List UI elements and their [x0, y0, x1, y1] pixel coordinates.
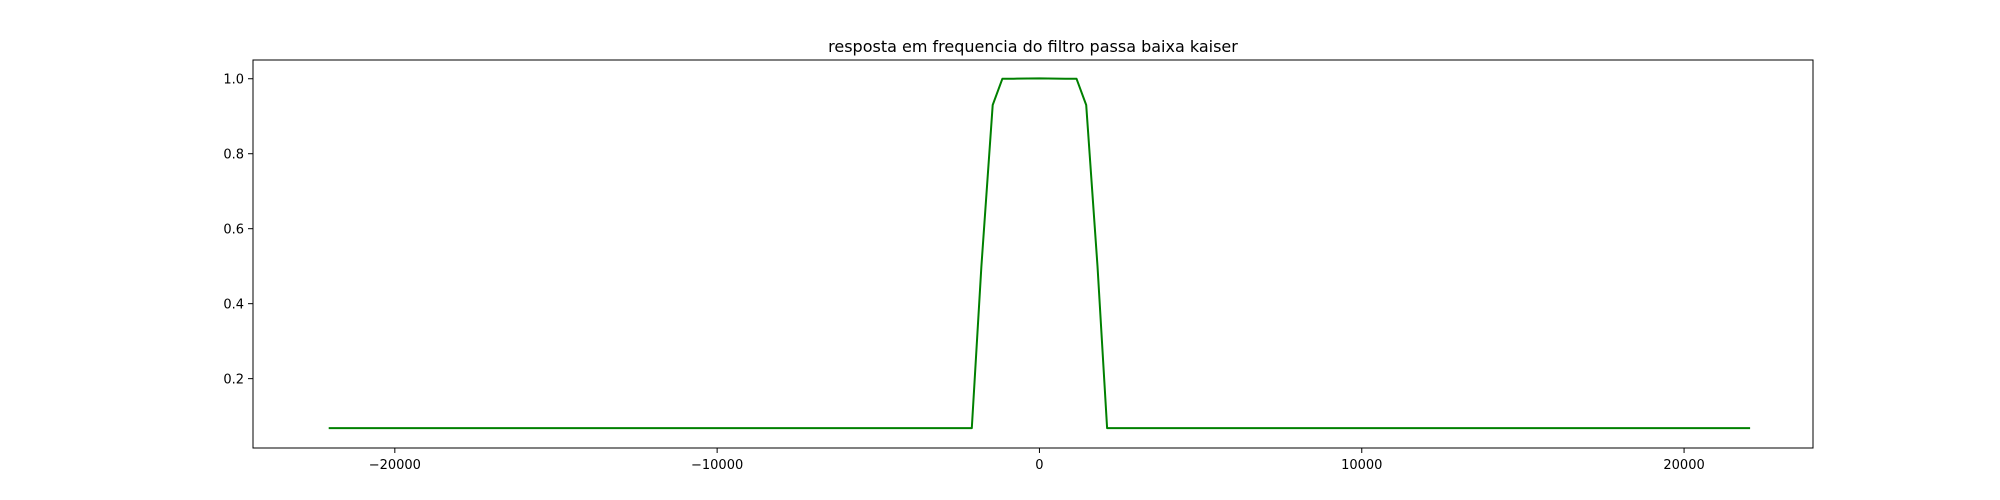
y-tick-label: 1.0	[223, 73, 244, 88]
y-axis: 0.2 0.4 0.6 0.8 1.0	[223, 73, 253, 388]
x-tick-label: 20000	[1663, 458, 1704, 473]
y-tick-label: 0.2	[223, 373, 244, 388]
x-tick-label: 10000	[1341, 458, 1382, 473]
x-tick-label: −10000	[691, 458, 743, 473]
plot-area	[328, 77, 1751, 430]
y-tick-label: 0.8	[223, 148, 244, 163]
x-tick-label: −20000	[369, 458, 421, 473]
series-line-0	[328, 77, 1751, 430]
y-tick-label: 0.6	[223, 223, 244, 238]
y-tick-label: 0.4	[223, 298, 244, 313]
x-axis: −20000 −10000 0 10000 20000	[369, 448, 1705, 473]
x-tick-label: 0	[1035, 458, 1043, 473]
chart-title: resposta em frequencia do filtro passa b…	[828, 37, 1238, 56]
axes-frame	[252, 59, 1814, 449]
